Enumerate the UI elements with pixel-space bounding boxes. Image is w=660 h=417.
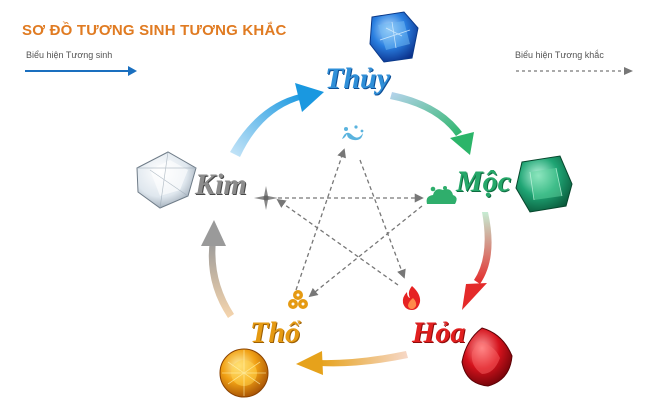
blue-sapphire-gem-icon (369, 11, 419, 63)
diagram-title: SƠ ĐỒ TƯƠNG SINH TƯƠNG KHẮC (22, 22, 287, 39)
arrow-hoa-to-kim (276, 198, 399, 286)
element-label-kim: Kim (195, 168, 247, 201)
legend-generating-label: Biểu hiện Tương sinh (26, 50, 113, 60)
element-label-thuy: Thủy (325, 62, 391, 95)
legend-overcoming-arrow (516, 67, 633, 75)
arrow-tho-to-thuy (295, 148, 346, 291)
overcoming-star (276, 148, 424, 298)
arrow-tho-to-kim (201, 220, 234, 318)
element-label-hoa: Hỏa (412, 316, 466, 349)
cloud-swirl-icon (426, 186, 457, 204)
element-label-moc: Mộc (456, 165, 511, 198)
arrow-thuy-to-hoa (359, 159, 406, 279)
element-label-tho: Thổ (250, 316, 301, 349)
green-emerald-gem-icon (515, 155, 573, 213)
arrow-moc-to-hoa (462, 212, 492, 310)
legend-generating-arrow (25, 66, 137, 76)
red-ruby-gem-icon (461, 327, 513, 387)
arrow-moc-to-tho (308, 205, 423, 298)
arrow-thuy-to-moc (390, 92, 474, 155)
earth-dots-icon (288, 290, 308, 309)
legend-overcoming-label: Biểu hiện Tương khắc (515, 50, 604, 60)
sparkle-star-icon (254, 186, 278, 210)
arrow-kim-to-thuy (230, 83, 324, 157)
yellow-citrine-gem-icon (219, 348, 269, 398)
white-diamond-gem-icon (136, 151, 197, 209)
arrow-hoa-to-tho (296, 351, 408, 375)
flame-icon (402, 286, 421, 310)
water-wave-icon (342, 125, 364, 141)
